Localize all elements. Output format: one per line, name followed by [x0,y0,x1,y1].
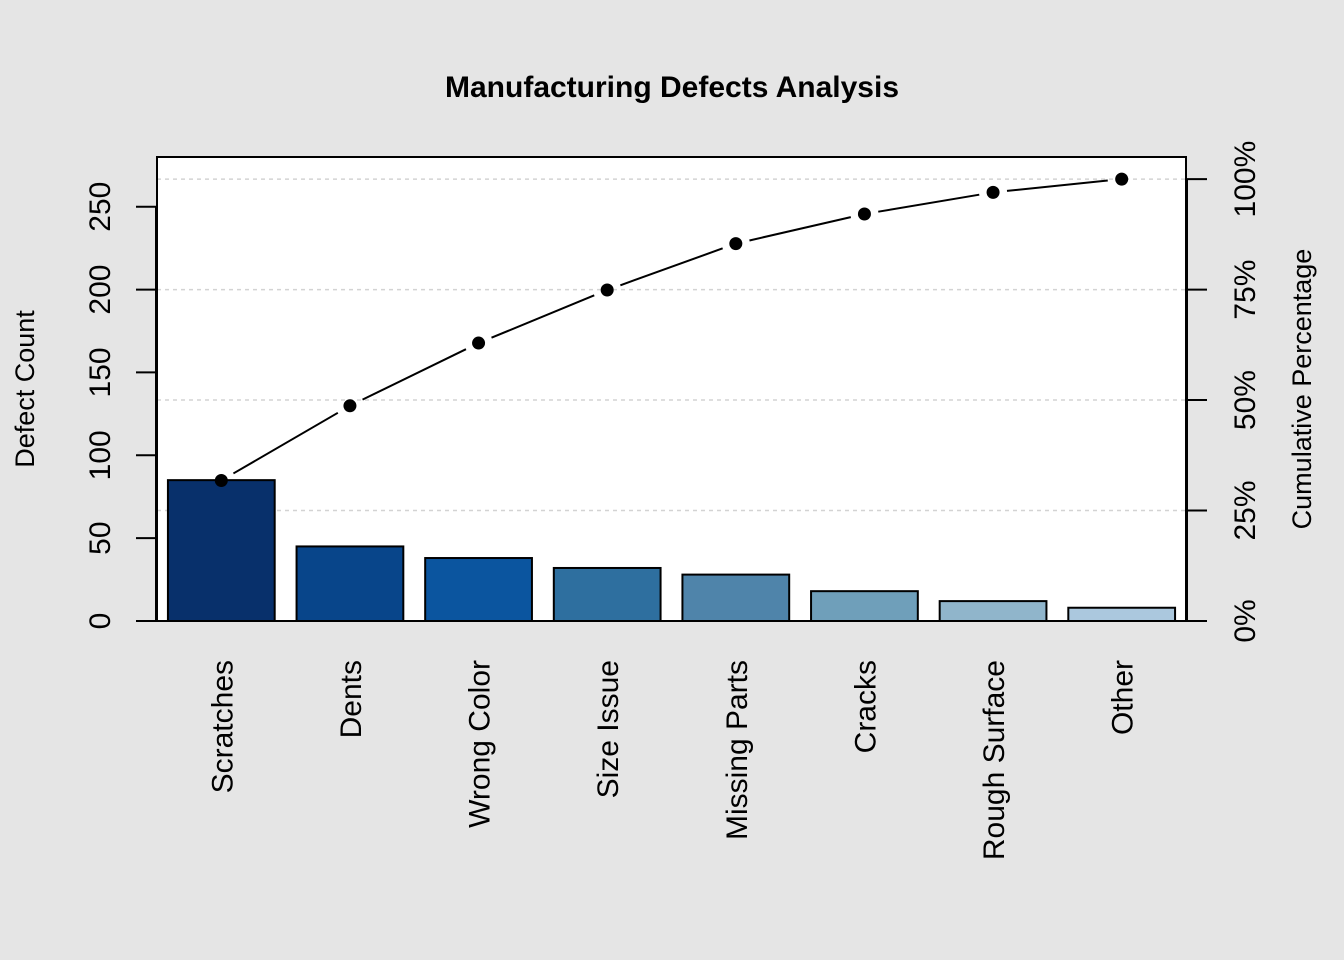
left-tick-label-2: 100 [84,430,117,480]
y-axis-label: Defect Count [10,310,40,468]
cumulative-point-6 [986,185,1000,199]
cumulative-segment-1 [362,348,467,401]
right-tick-label-2: 50% [1229,370,1262,430]
bar-0 [166,479,276,622]
bar-1 [295,545,405,623]
category-label-7: Other [1107,660,1140,735]
left-tick-label-3: 150 [84,347,117,397]
cumulative-point-1 [343,399,357,413]
bar-5 [810,590,919,623]
category-label-6: Rough Surface [978,660,1011,860]
cumulative-line [214,172,1129,487]
right-tick-label-1: 25% [1229,481,1262,541]
category-labels: Scratches Dents Wrong Color Size Issue Missi… [206,660,1139,860]
bar-6 [938,600,1048,622]
bar-4 [681,573,791,622]
left-tick-label-1: 50 [84,521,117,554]
category-label-1: Dents [335,660,368,738]
category-label-2: Wrong Color [464,660,497,828]
left-tick-label-0: 0 [84,613,117,630]
left-tick-label-4: 200 [84,265,117,315]
cumulative-segment-6 [1006,179,1108,192]
right-tick-label-3: 75% [1229,260,1262,320]
cumulative-segment-3 [620,247,723,287]
cumulative-point-7 [1115,172,1129,186]
cumulative-point-3 [600,283,614,297]
bar-3 [552,566,662,623]
bar-2 [424,557,533,622]
right-axis: 0% 25% 50% 75% 100% [1186,141,1262,643]
right-tick-label-0: 0% [1229,599,1262,642]
cumulative-segment-0 [232,411,339,475]
bars [166,479,1177,623]
cumulative-segment-5 [878,193,980,213]
category-label-3: Size Issue [592,660,625,798]
left-tick-label-5: 250 [84,182,117,232]
bar-7 [1067,606,1177,623]
chart-title: Manufacturing Defects Analysis [445,71,899,104]
left-axis: 0 50 100 150 200 250 [84,182,157,630]
cumulative-segment-4 [749,216,852,242]
cumulative-point-0 [214,473,228,487]
right-tick-label-4: 100% [1229,141,1262,218]
cumulative-point-2 [472,336,486,350]
cumulative-point-5 [857,207,871,221]
category-label-0: Scratches [206,660,239,793]
y-axis-right-label: Cumulative Percentage [1287,249,1317,530]
category-label-5: Cracks [849,660,882,753]
cumulative-point-4 [729,237,743,251]
cumulative-segment-2 [491,294,595,339]
category-label-4: Missing Parts [721,660,754,840]
plot-background [157,157,1186,621]
